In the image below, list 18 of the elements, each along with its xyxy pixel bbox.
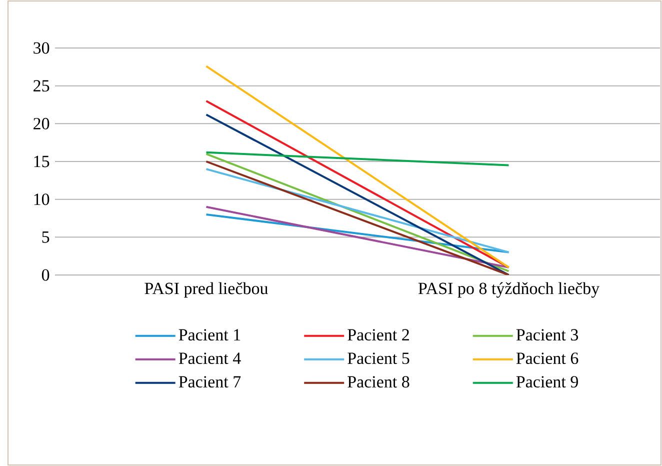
legend-label: Pacient 4	[178, 352, 241, 364]
y-tick-label: 5	[42, 232, 50, 243]
legend-label: Pacient 8	[348, 376, 410, 388]
y-tick-label: 25	[34, 80, 50, 92]
y-tick-label: 20	[34, 118, 50, 130]
y-tick-label: 30	[34, 42, 50, 54]
x-tick-label: PASI po 8 týždňoch liečby	[418, 282, 600, 298]
legend-label: Pacient 9	[516, 376, 578, 388]
legend-label: Pacient 1	[178, 329, 240, 341]
legend-label: Pacient 7	[178, 376, 241, 388]
legend-label: Pacient 5	[348, 352, 410, 364]
legend-label: Pacient 6	[516, 352, 578, 364]
legend-label: Pacient 3	[516, 329, 578, 341]
legend-label: Pacient 2	[348, 329, 409, 341]
x-tick-label: PASI pred liečbou	[144, 282, 268, 298]
y-tick-label: 15	[34, 156, 50, 168]
y-tick-label: 10	[34, 194, 50, 206]
y-tick-label: 0	[42, 269, 50, 281]
